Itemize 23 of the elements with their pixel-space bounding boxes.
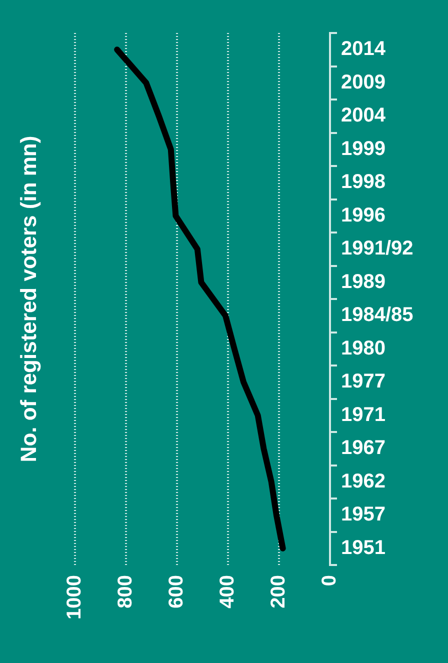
y-tick-label: 1951: [341, 536, 386, 559]
y-tick-label: 1998: [341, 171, 386, 194]
y-tick-label: 1999: [341, 138, 386, 160]
x-tick-label: 400: [216, 575, 239, 608]
y-tick-label: 2009: [341, 71, 386, 94]
y-tick-label: 1991/92: [341, 238, 414, 260]
x-tick-label: 200: [268, 575, 290, 608]
y-tick-label: 1989: [341, 270, 386, 293]
y-axis-title: No. of registered voters (in mn): [16, 136, 42, 462]
x-tick-label: 800: [114, 575, 137, 608]
y-tick-label: 1977: [341, 370, 386, 393]
y-tick-label: 1957: [341, 504, 386, 526]
y-tick-label: 1980: [341, 337, 386, 360]
y-tick-label: 1962: [341, 470, 386, 492]
y-tick-label: 1971: [341, 404, 386, 426]
x-tick-label: 1000: [64, 575, 86, 620]
y-tick-label: 2014: [341, 38, 386, 60]
x-tick-label: 0: [318, 575, 341, 586]
y-tick-label: 1996: [341, 204, 386, 226]
y-tick-label: 1967: [341, 437, 386, 460]
x-tick-label: 600: [166, 575, 188, 608]
y-tick-label: 2004: [341, 104, 386, 127]
y-tick-label: 1984/85: [341, 304, 414, 326]
